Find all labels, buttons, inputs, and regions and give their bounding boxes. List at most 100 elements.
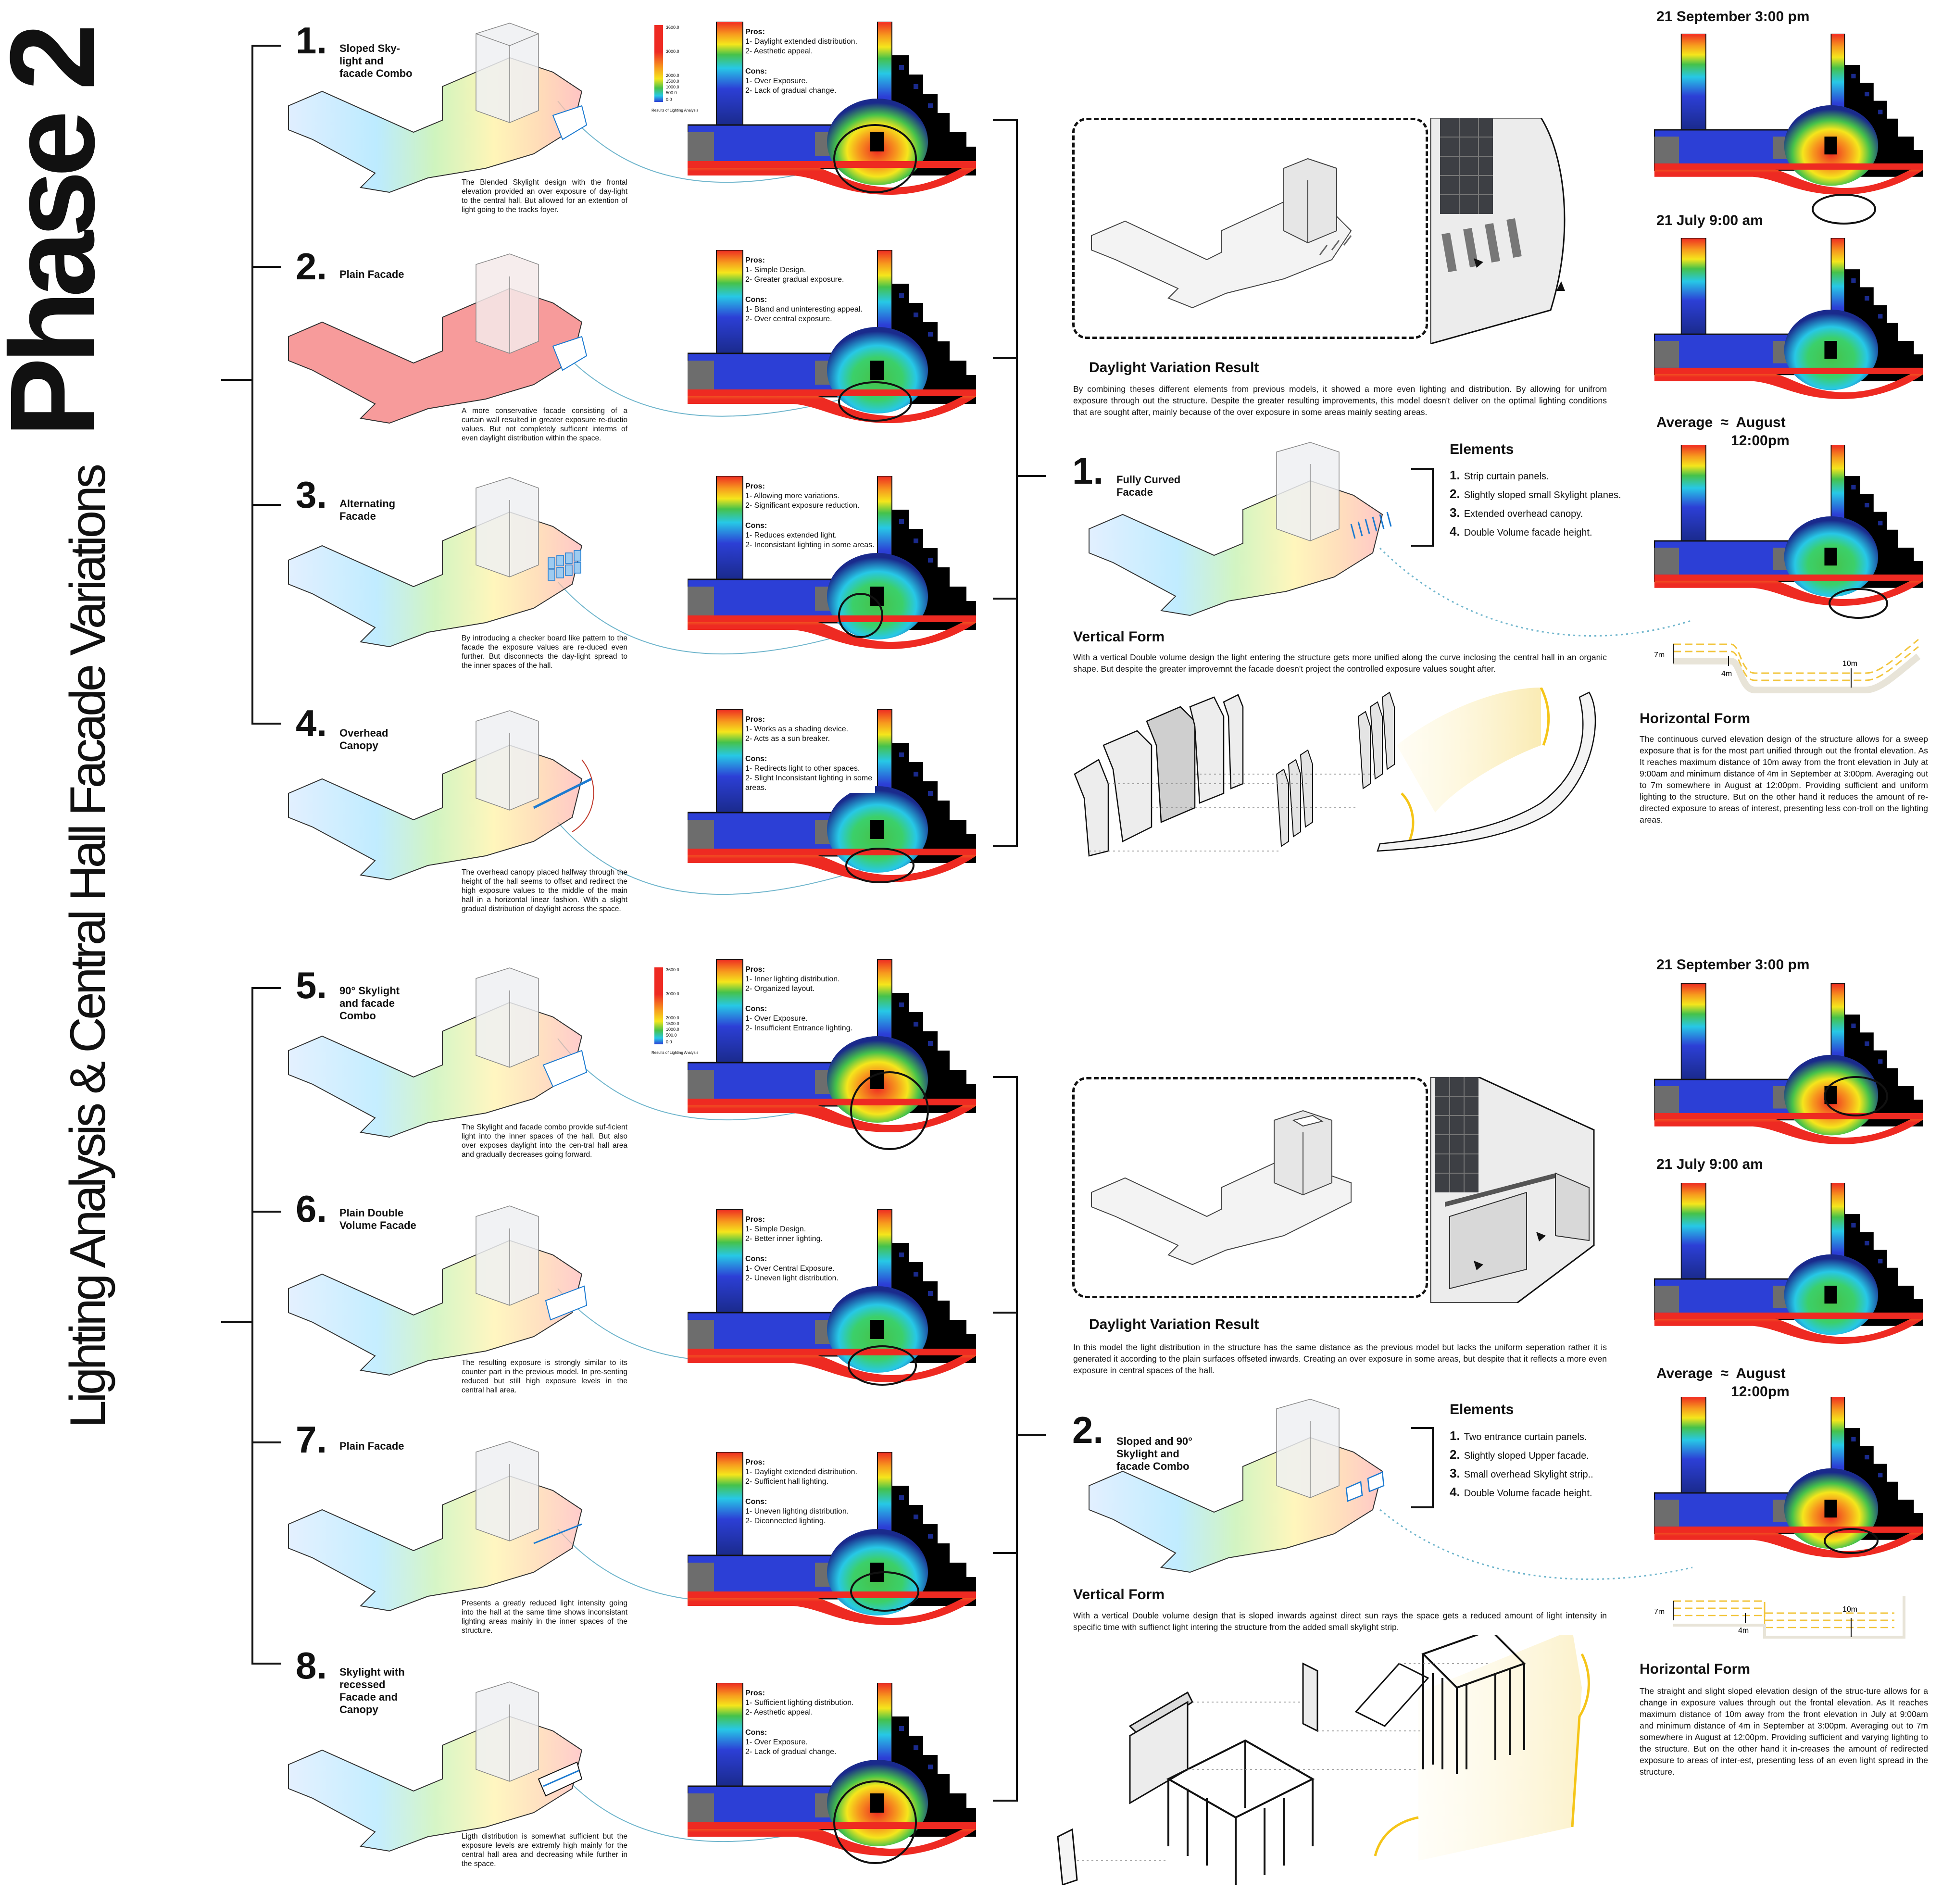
variation-number: 6. [296,1188,327,1230]
phase-title: Phase 2 [0,10,119,442]
pros-item: 1- Simple Design. [745,1225,806,1233]
cons-label: Cons: [745,1498,767,1506]
cons-label: Cons: [745,67,767,75]
lighting-simulation-section [687,476,976,649]
pros-label: Pros: [745,482,765,490]
cons-item: 1- Over Exposure. [745,1738,808,1746]
cons-item: 1- Reduces extended light. [745,531,837,539]
dim-label: 7m [1654,1608,1665,1616]
cons-item: 1- Redirects light to other spaces. [745,764,860,773]
legend-tick: 1500.0 [666,1021,679,1026]
pros-item: 2- Sufficient hall lighting. [745,1478,829,1486]
cons-item: 2- Lack of gradual change. [745,87,837,95]
variation-description: The overhead canopy placed halfway throu… [462,868,627,913]
result-title: Sloped and 90° Skylight and facade Combo [1116,1435,1192,1472]
average-month: August [1736,1365,1786,1381]
iso-model-drawing [288,477,583,648]
result-simulation-panel [1654,238,1923,401]
cons-item: 2- Inconsistant lighting in some areas. [745,541,875,549]
element-text: Double Volume facade height. [1464,527,1592,538]
pros-cons-box: Pros: 1- Simple Design. 2- Better inner li… [745,1215,875,1283]
dim-label: 10m [1842,660,1857,668]
element-number: 4. [1450,1485,1460,1499]
element-text: Strip curtain panels. [1464,471,1549,482]
cons-item: 2- Diconnected lighting. [745,1517,826,1525]
cons-item: 2- Lack of gradual change. [745,1748,837,1756]
cons-item: 2- Slight Inconsistant lighting in some … [745,774,873,792]
variation-title: Overhead Canopy [339,727,388,752]
average-word: Average [1656,414,1713,430]
result-simulation-panel [1654,1182,1923,1346]
pros-cons-box: Pros: 1- Simple Design. 2- Greater gradual… [745,256,875,324]
daylight-result-heading: Daylight Variation Result [1089,360,1259,376]
legend-tick: 2000.0 [666,1015,679,1020]
pros-label: Pros: [745,1689,765,1697]
variation-number: 1. [296,19,327,62]
element-text: Double Volume facade height. [1464,1488,1592,1499]
legend-max: 3600.0 [666,967,679,972]
result-model-render [1091,1110,1352,1265]
daylight-result-text: By combining theses different elements f… [1073,384,1607,417]
legend-tick: 1000.0 [666,1027,679,1032]
cons-item: 2- Uneven light distribution. [745,1274,839,1282]
variation-title: Alternating Facade [339,498,396,522]
element-item: 3. Small overhead Skylight strip.. [1450,1465,1623,1483]
cons-label: Cons: [745,1005,767,1013]
pros-item: 2- Greater gradual exposure. [745,276,844,284]
pros-item: 1- Works as a shading device. [745,725,849,733]
horizontal-form-heading: Horizontal Form [1640,1661,1750,1677]
variation-description: The Skylight and facade combo provide su… [462,1123,627,1159]
sim-time-label: 21 July 9:00 am [1656,213,1763,228]
pros-label: Pros: [745,28,765,36]
legend-caption: Results of Lighting Analysis [652,1051,698,1055]
sim-time-label: 21 September 3:00 pm [1656,957,1810,973]
legend-tick: 2000.0 [666,73,679,78]
cons-label: Cons: [745,1729,767,1737]
horizontal-form-dimension-diagram: 7m 10m 4m [1654,1596,1905,1639]
variation-title: 90° Skylight and facade Combo [339,985,400,1022]
result-detail-render [1430,118,1566,344]
vertical-form-text: With a vertical Double volume design tha… [1073,1611,1607,1632]
pros-label: Pros: [745,256,765,264]
pros-item: 2- Aesthetic appeal. [745,47,813,55]
result-number: 1. [1072,450,1104,492]
average-word: Average [1656,1365,1713,1381]
average-month: August [1736,414,1786,430]
sim-average-label: Average ≈ August [1656,1365,1786,1382]
element-item: 3. Extended overhead canopy. [1450,504,1623,523]
legend-tick: 1500.0 [666,79,679,84]
variation-title: Skylight with recessed Facade and Canopy [339,1666,405,1716]
pros-cons-box: Pros: 1- Works as a shading device. 2- Act… [745,715,875,793]
lighting-legend: 3600.0 3000.0 2000.0 1500.0 1000.0 500.0… [652,965,704,1062]
sim-average-time: 12:00pm [1731,433,1790,449]
iso-model-drawing [288,1205,588,1376]
pros-cons-box: Pros: 1- Daylight extended distribution. 2… [745,1458,875,1526]
variation-description: A more conservative facade consisting of… [462,407,627,442]
dim-label: 4m [1738,1627,1749,1635]
legend-tick: 500.0 [666,90,677,95]
variation-number: 3. [296,474,327,516]
element-number: 3. [1450,1466,1460,1480]
daylight-result-text: In this model the light distribution in … [1073,1342,1607,1375]
element-number: 2. [1450,487,1460,501]
lighting-simulation-section [1654,983,1923,1144]
element-text: Small overhead Skylight strip.. [1464,1469,1593,1480]
legend-tick: 1000.0 [666,85,679,89]
pros-item: 1- Daylight extended distribution. [745,38,858,46]
lighting-simulation-section [1654,1182,1923,1344]
result-model-render [1091,158,1352,309]
iso-model-drawing [288,967,588,1138]
vertical-form-heading: Vertical Form [1073,629,1165,645]
cons-item: 1- Over Central Exposure. [745,1265,835,1273]
legend-tick: 0.0 [666,97,672,102]
pros-item: 2- Organized layout. [745,985,815,993]
sim-average-label: Average ≈ August [1656,414,1786,431]
result-simulation-panel [1654,33,1923,197]
variation-description: By introducing a checker board like patt… [462,634,627,670]
elements-list: 1. Strip curtain panels. 2. Slightly slope… [1450,466,1623,541]
simulation-panel [687,476,976,651]
element-item: 1. Two entrance curtain panels. [1450,1427,1623,1446]
cons-label: Cons: [745,296,767,304]
lighting-simulation-section [1654,238,1923,399]
cons-label: Cons: [745,1255,767,1263]
